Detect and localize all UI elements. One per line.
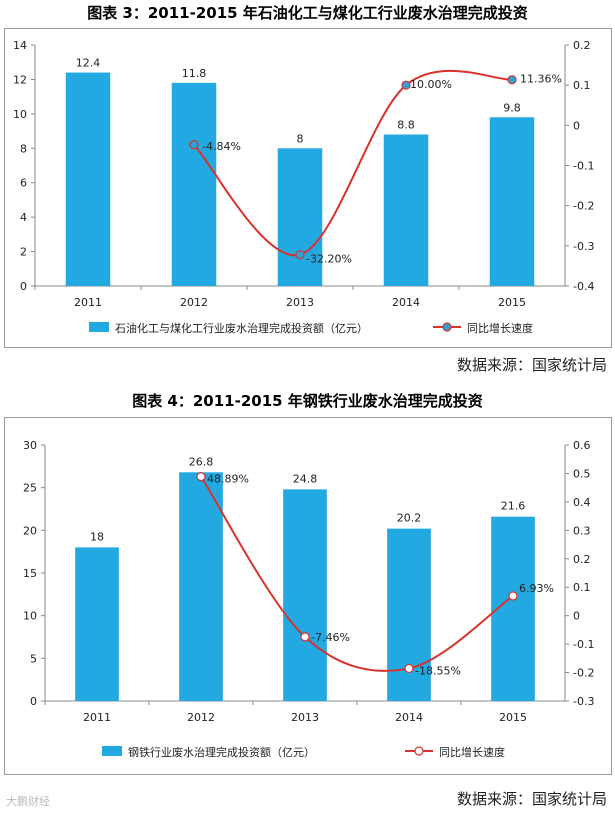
chart1-source: 数据来源：国家统计局 (456, 356, 607, 374)
chart2-y2-tick-label: -0.2 (573, 667, 594, 680)
chart2-legend-bar-label: 钢铁行业废水治理完成投资额（亿元） (128, 745, 315, 759)
chart1-x-tick-label: 2015 (498, 296, 526, 309)
chart1-y-tick-label: 0 (20, 280, 27, 293)
chart2-legend-line-marker (414, 746, 424, 756)
chart2-growth-line (200, 476, 514, 672)
chart2-svg: 0 5 10 15 20 25 30 -0.3 -0.2 -0.1 0 0.1 0.2 0.3 0.4 0.5… (23, 439, 594, 759)
chart2-title: 图表 4：2011-2015 年钢铁行业废水治理完成投资 (132, 392, 483, 410)
chart1-y2-tick-label: -0.2 (573, 200, 594, 213)
chart1-y-tick-label: 10 (13, 108, 27, 121)
chart1-y-tick-label: 2 (20, 246, 27, 259)
chart2-bar (75, 547, 119, 701)
chart2-frame: 0 5 10 15 20 25 30 -0.3 -0.2 -0.1 0 0.1 0.2 0.3 0.4 0.5… (4, 417, 612, 775)
chart2-y2-tick-label: 0.5 (573, 467, 591, 480)
chart1-x-tick-label: 2011 (74, 296, 102, 309)
chart1-y2-tick-label: -0.4 (573, 280, 594, 293)
chart1-growth-label: 11.36% (520, 73, 562, 86)
chart1-bar (65, 72, 111, 286)
chart1-svg: 0 2 4 6 8 10 12 14 -0.4 -0.3 -0.2 -0.1 0 0.1 0.2 12.4 11… (13, 39, 594, 335)
chart2-growth-point (404, 663, 414, 674)
chart1-y-tick-label: 4 (20, 211, 27, 224)
chart2-bar-label: 24.8 (293, 472, 318, 485)
chart1-y-tick-label: 12 (13, 73, 27, 86)
chart1-growth-point (295, 250, 305, 260)
chart1-frame: 0 2 4 6 8 10 12 14 -0.4 -0.3 -0.2 -0.1 0 0.1 0.2 12.4 11… (4, 28, 612, 348)
chart1-bar (489, 117, 535, 286)
chart1-title: 图表 3：2011-2015 年石油化工与煤化工行业废水治理完成投资 (87, 4, 528, 22)
chart2-y2-tick-label: -0.3 (573, 695, 594, 708)
chart2-legend-line-label: 同比增长速度 (439, 745, 505, 759)
chart2-growth-point (196, 472, 206, 482)
chart2-y-tick-label: 5 (30, 652, 37, 665)
chart1-growth-point (401, 80, 411, 90)
chart2-bar (179, 472, 223, 701)
chart2-bar-label: 26.8 (189, 455, 214, 468)
chart2-x-tick-label: 2014 (395, 711, 423, 724)
chart1-bar-label: 8 (297, 132, 304, 145)
chart1-y-tick-label: 6 (20, 177, 27, 190)
chart2-bar (283, 489, 327, 701)
chart1-bar (383, 134, 429, 286)
chart1-x-tick-label: 2013 (286, 296, 314, 309)
chart1-legend-line-marker (442, 322, 452, 332)
chart2-bar-label: 18 (90, 530, 104, 543)
chart1-legend-line-label: 同比增长速度 (467, 321, 533, 335)
chart2-y-tick-label: 25 (23, 482, 37, 495)
chart2-growth-point (508, 591, 518, 601)
chart2-y-tick-label: 0 (30, 695, 37, 708)
chart1-growth-label: -32.20% (306, 253, 352, 266)
chart1-y2-tick-label: 0 (573, 119, 580, 132)
chart2-growth-label: -18.55% (415, 664, 461, 677)
chart1-x-tick-label: 2012 (180, 296, 208, 309)
chart2-growth-label: 48.89% (207, 473, 249, 486)
chart1-y2-tick-label: -0.1 (573, 160, 594, 173)
chart2-y2-tick-label: 0.2 (573, 553, 591, 566)
chart2-x-tick-label: 2015 (499, 711, 527, 724)
chart1-growth-label: -4.84% (202, 140, 241, 153)
chart1-bar-label: 11.8 (182, 67, 207, 80)
chart2-y-tick-label: 20 (23, 524, 37, 537)
chart2-y2-tick-label: 0.6 (573, 439, 591, 452)
chart1-growth-point (189, 140, 199, 150)
chart1-bar (171, 82, 217, 286)
chart1-y-tick-label: 8 (20, 142, 27, 155)
chart2-bar-label: 20.2 (397, 512, 422, 525)
chart1-growth-point (507, 75, 517, 85)
chart1-bar-label: 9.8 (503, 101, 521, 114)
chart1-y2-tick-label: 0.2 (573, 39, 591, 52)
chart1-bar-label: 8.8 (397, 119, 415, 132)
watermark: 大鹏财经 (6, 795, 50, 808)
chart1-y2-tick-label: 0.1 (573, 79, 591, 92)
chart1-legend-bar-swatch (89, 322, 109, 332)
chart2-growth-point (300, 632, 310, 642)
chart2-y-tick-label: 30 (23, 439, 37, 452)
chart2-y2-tick-label: 0 (573, 610, 580, 623)
chart2-x-tick-label: 2013 (291, 711, 319, 724)
chart2-y-tick-label: 10 (23, 610, 37, 623)
chart1-growth-label: 10.00% (410, 78, 452, 91)
chart1-y-tick-label: 14 (13, 39, 27, 52)
chart2-legend-bar-swatch (102, 746, 122, 756)
chart1-bar-label: 12.4 (76, 57, 101, 70)
chart2-y2-tick-label: -0.1 (573, 638, 594, 651)
chart1-bar (277, 148, 323, 286)
chart2-x-tick-label: 2012 (187, 711, 215, 724)
chart2-y2-tick-label: 0.4 (573, 496, 591, 509)
chart1-x-tick-label: 2014 (392, 296, 420, 309)
chart2-y2-tick-label: 0.3 (573, 524, 591, 537)
chart2-growth-label: 6.93% (519, 582, 554, 595)
chart2-growth-label: -7.46% (311, 631, 350, 644)
chart2-bar-label: 21.6 (501, 500, 526, 513)
chart1-growth-line (193, 69, 513, 257)
chart2-x-tick-label: 2011 (83, 711, 111, 724)
chart1-y2-tick-label: -0.3 (573, 240, 594, 253)
chart2-y2-tick-label: 0.1 (573, 581, 591, 594)
chart2-source: 数据来源：国家统计局 (456, 790, 607, 808)
chart1-legend-bar-label: 石油化工与煤化工行业废水治理完成投资额（亿元） (115, 321, 368, 335)
chart2-y-tick-label: 15 (23, 567, 37, 580)
